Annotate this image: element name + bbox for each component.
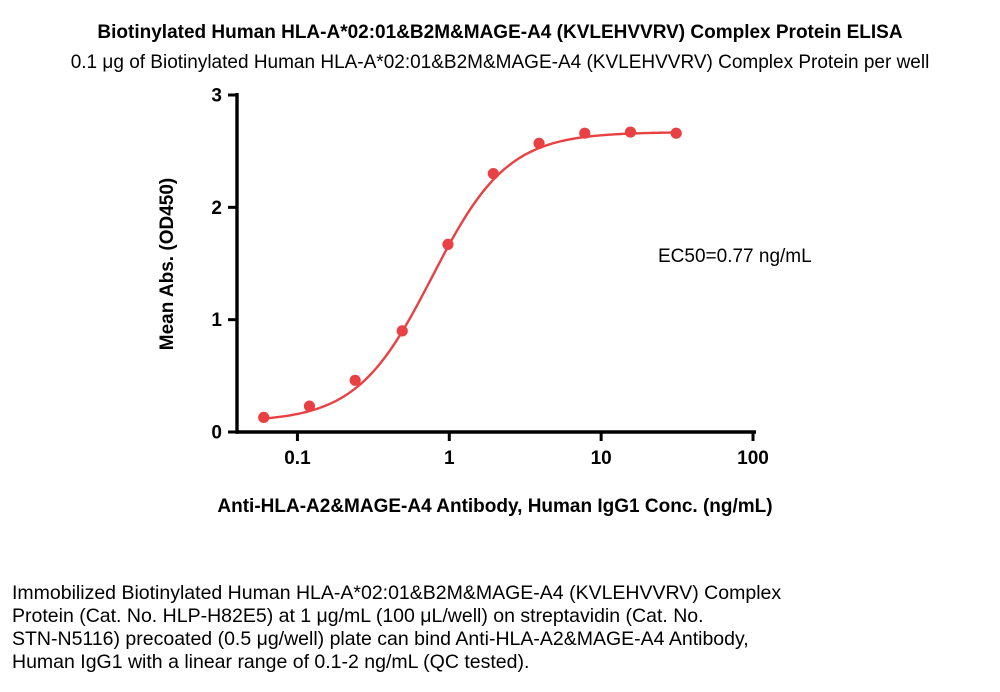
axes <box>235 93 756 434</box>
data-point <box>258 411 270 423</box>
tick-marks <box>228 93 755 441</box>
x-tick-label: 100 <box>737 448 769 469</box>
figure-subtitle: 0.1 μg of Biotinylated Human HLA-A*02:01… <box>70 52 930 73</box>
data-point <box>487 168 499 180</box>
data-point <box>670 127 682 139</box>
data-point <box>349 374 361 386</box>
data-point <box>303 400 316 412</box>
data-point <box>624 126 637 138</box>
fit-curve <box>258 131 678 421</box>
elisa-binding-chart: 0 1 2 3 0.1 1 10 100 <box>211 86 768 470</box>
data-point <box>533 137 545 149</box>
x-tick-label: 1 <box>444 448 455 469</box>
caption-line: STN-N5116) precoated (0.5 μg/well) plate… <box>12 628 749 650</box>
caption-line: Human IgG1 with a linear range of 0.1-2 … <box>12 651 530 673</box>
data-point <box>396 325 408 337</box>
x-tick-label: 10 <box>591 448 612 469</box>
data-point <box>442 238 454 250</box>
y-tick-label: 1 <box>211 310 222 331</box>
y-tick-label: 2 <box>211 198 222 219</box>
caption-line: Protein (Cat. No. HLP-H82E5) at 1 μg/mL … <box>12 605 704 627</box>
data-points <box>258 126 682 423</box>
caption-line: Immobilized Biotinylated Human HLA-A*02:… <box>12 582 782 604</box>
data-point <box>579 127 591 139</box>
x-axis-label: Anti-HLA-A2&MAGE-A4 Antibody, Human IgG1… <box>217 496 773 517</box>
figure-title: Biotinylated Human HLA-A*02:01&B2M&MAGE-… <box>97 22 903 43</box>
y-axis-label: Mean Abs. (OD450) <box>157 177 178 351</box>
x-tick-label: 0.1 <box>284 448 311 469</box>
y-tick-label: 0 <box>211 423 222 444</box>
ec50-annotation: EC50=0.77 ng/mL <box>658 246 812 267</box>
tick-labels: 0 1 2 3 0.1 1 10 100 <box>211 86 768 470</box>
figure-caption: Immobilized Biotinylated Human HLA-A*02:… <box>12 582 781 674</box>
y-tick-label: 3 <box>211 86 222 107</box>
